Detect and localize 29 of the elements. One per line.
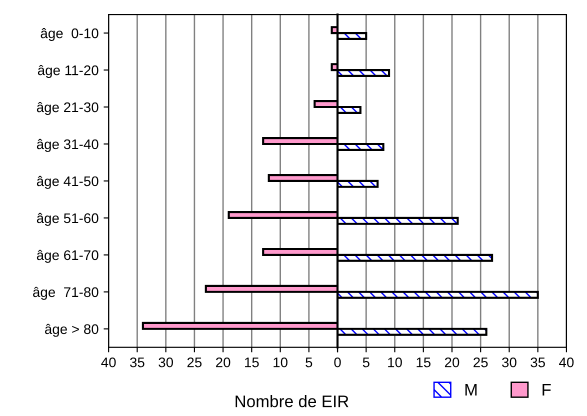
x-tick-label: 40 [559,357,574,368]
x-tick-label: 40 [101,357,116,368]
x-tick-label: 20 [444,357,460,368]
x-tick-label: 15 [245,358,259,368]
x-tick-label: 20 [216,357,230,368]
x-tick-label: 30 [158,357,174,368]
x-tick-label: 10 [388,357,402,368]
x-tick-label: 35 [130,357,144,368]
y-tick-label: âge 71-80 [33,286,98,300]
y-tick-label: âge 51-60 [36,212,98,226]
y-tick-label: âge 61-70 [36,250,98,263]
x-tick-label: 10 [274,357,288,368]
x-tick-label: 25 [187,357,202,368]
y-tick-label: âge 41-50 [36,176,98,189]
y-tick-label: âge 11-20 [38,64,98,78]
x-axis-title: Nombre de EIR [236,395,348,408]
x-tick-label: 0 [334,357,341,368]
legend-label: F [542,384,551,396]
x-tick-label: 35 [530,357,545,368]
legend-label: M [465,384,477,396]
x-tick-label: 15 [416,358,431,368]
y-tick-label: âge 31-40 [36,138,98,152]
x-tick-label: 5 [362,358,370,368]
x-tick-label: 5 [306,358,312,368]
y-tick-label: âge 21-30 [36,102,98,115]
x-tick-label: 25 [474,357,488,368]
y-tick-label: âge > 80 [45,324,98,337]
y-tick-label: âge 0-10 [40,28,98,41]
x-tick-label: 30 [502,357,516,368]
